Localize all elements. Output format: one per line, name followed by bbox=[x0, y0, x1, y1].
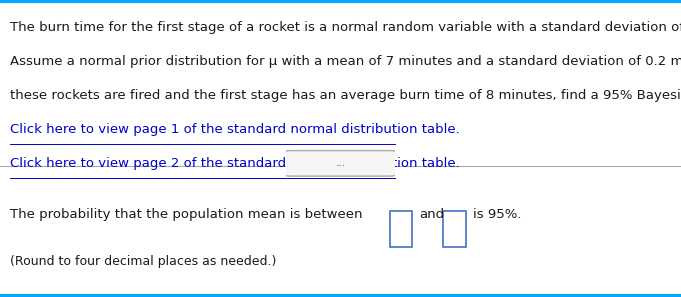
Text: The burn time for the first stage of a rocket is a normal random variable with a: The burn time for the first stage of a r… bbox=[10, 21, 681, 34]
Text: is 95%.: is 95%. bbox=[473, 208, 521, 221]
Text: The probability that the population mean is between: The probability that the population mean… bbox=[10, 208, 363, 221]
Text: Assume a normal prior distribution for μ with a mean of 7 minutes and a standard: Assume a normal prior distribution for μ… bbox=[10, 55, 681, 68]
Text: Click here to view page 1 of the standard normal distribution table.: Click here to view page 1 of the standar… bbox=[10, 123, 460, 136]
FancyBboxPatch shape bbox=[443, 211, 466, 247]
Text: (Round to four decimal places as needed.): (Round to four decimal places as needed.… bbox=[10, 255, 276, 268]
Text: ...: ... bbox=[336, 158, 345, 168]
FancyBboxPatch shape bbox=[283, 151, 398, 176]
Text: these rockets are fired and the first stage has an average burn time of 8 minute: these rockets are fired and the first st… bbox=[10, 89, 681, 102]
Text: Click here to view page 2 of the standard normal distribution table.: Click here to view page 2 of the standar… bbox=[10, 157, 460, 170]
FancyBboxPatch shape bbox=[390, 211, 412, 247]
Text: and: and bbox=[419, 208, 444, 221]
